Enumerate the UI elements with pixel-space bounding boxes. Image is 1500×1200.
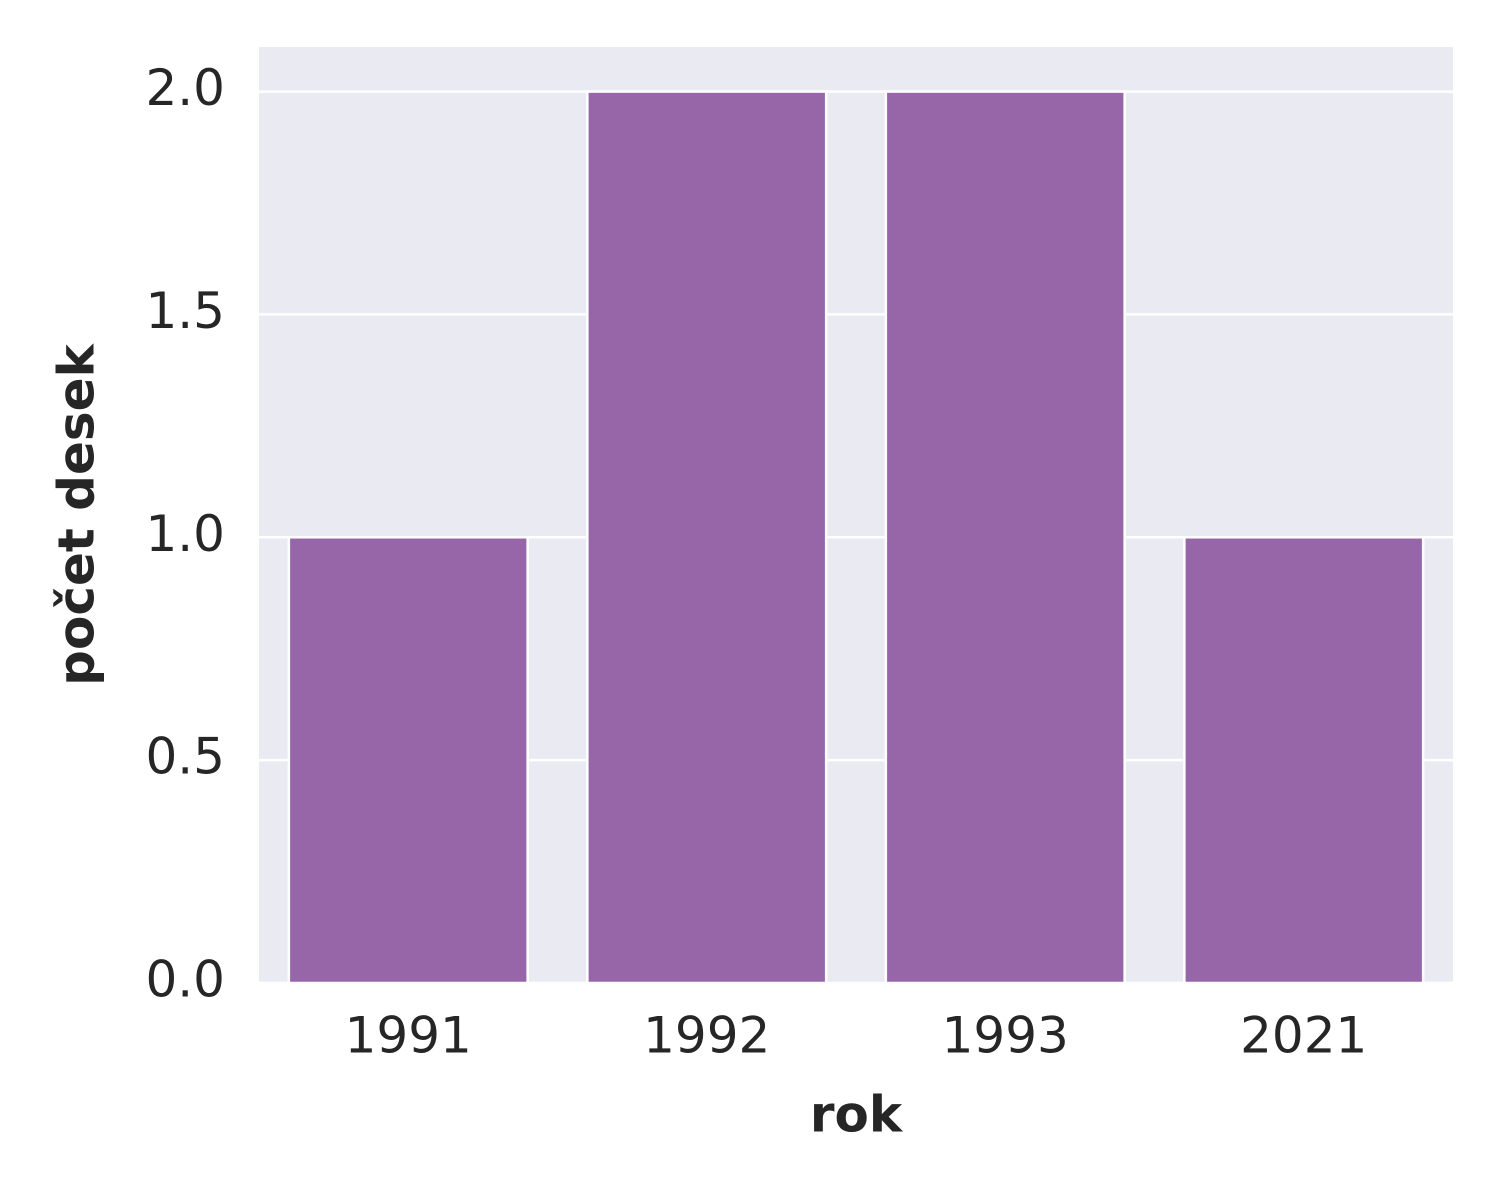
y-tick-label: 2.0 [145,59,225,117]
y-tick-label: 0.5 [145,728,225,786]
x-axis-label: rok [810,1086,904,1144]
y-tick-label: 1.0 [145,505,225,563]
bar [1183,536,1425,985]
x-tick-label: 1992 [643,1007,770,1065]
x-tick-label: 2021 [1240,1007,1367,1065]
y-tick-label: 1.5 [145,282,225,340]
bar [884,90,1126,985]
y-axis-label: počet desek [48,342,106,685]
x-tick-label: 1993 [942,1007,1069,1065]
x-tick-label: 1991 [345,1007,472,1065]
bar [287,536,529,985]
y-tick-label: 0.0 [145,951,225,1009]
bar [586,90,828,985]
